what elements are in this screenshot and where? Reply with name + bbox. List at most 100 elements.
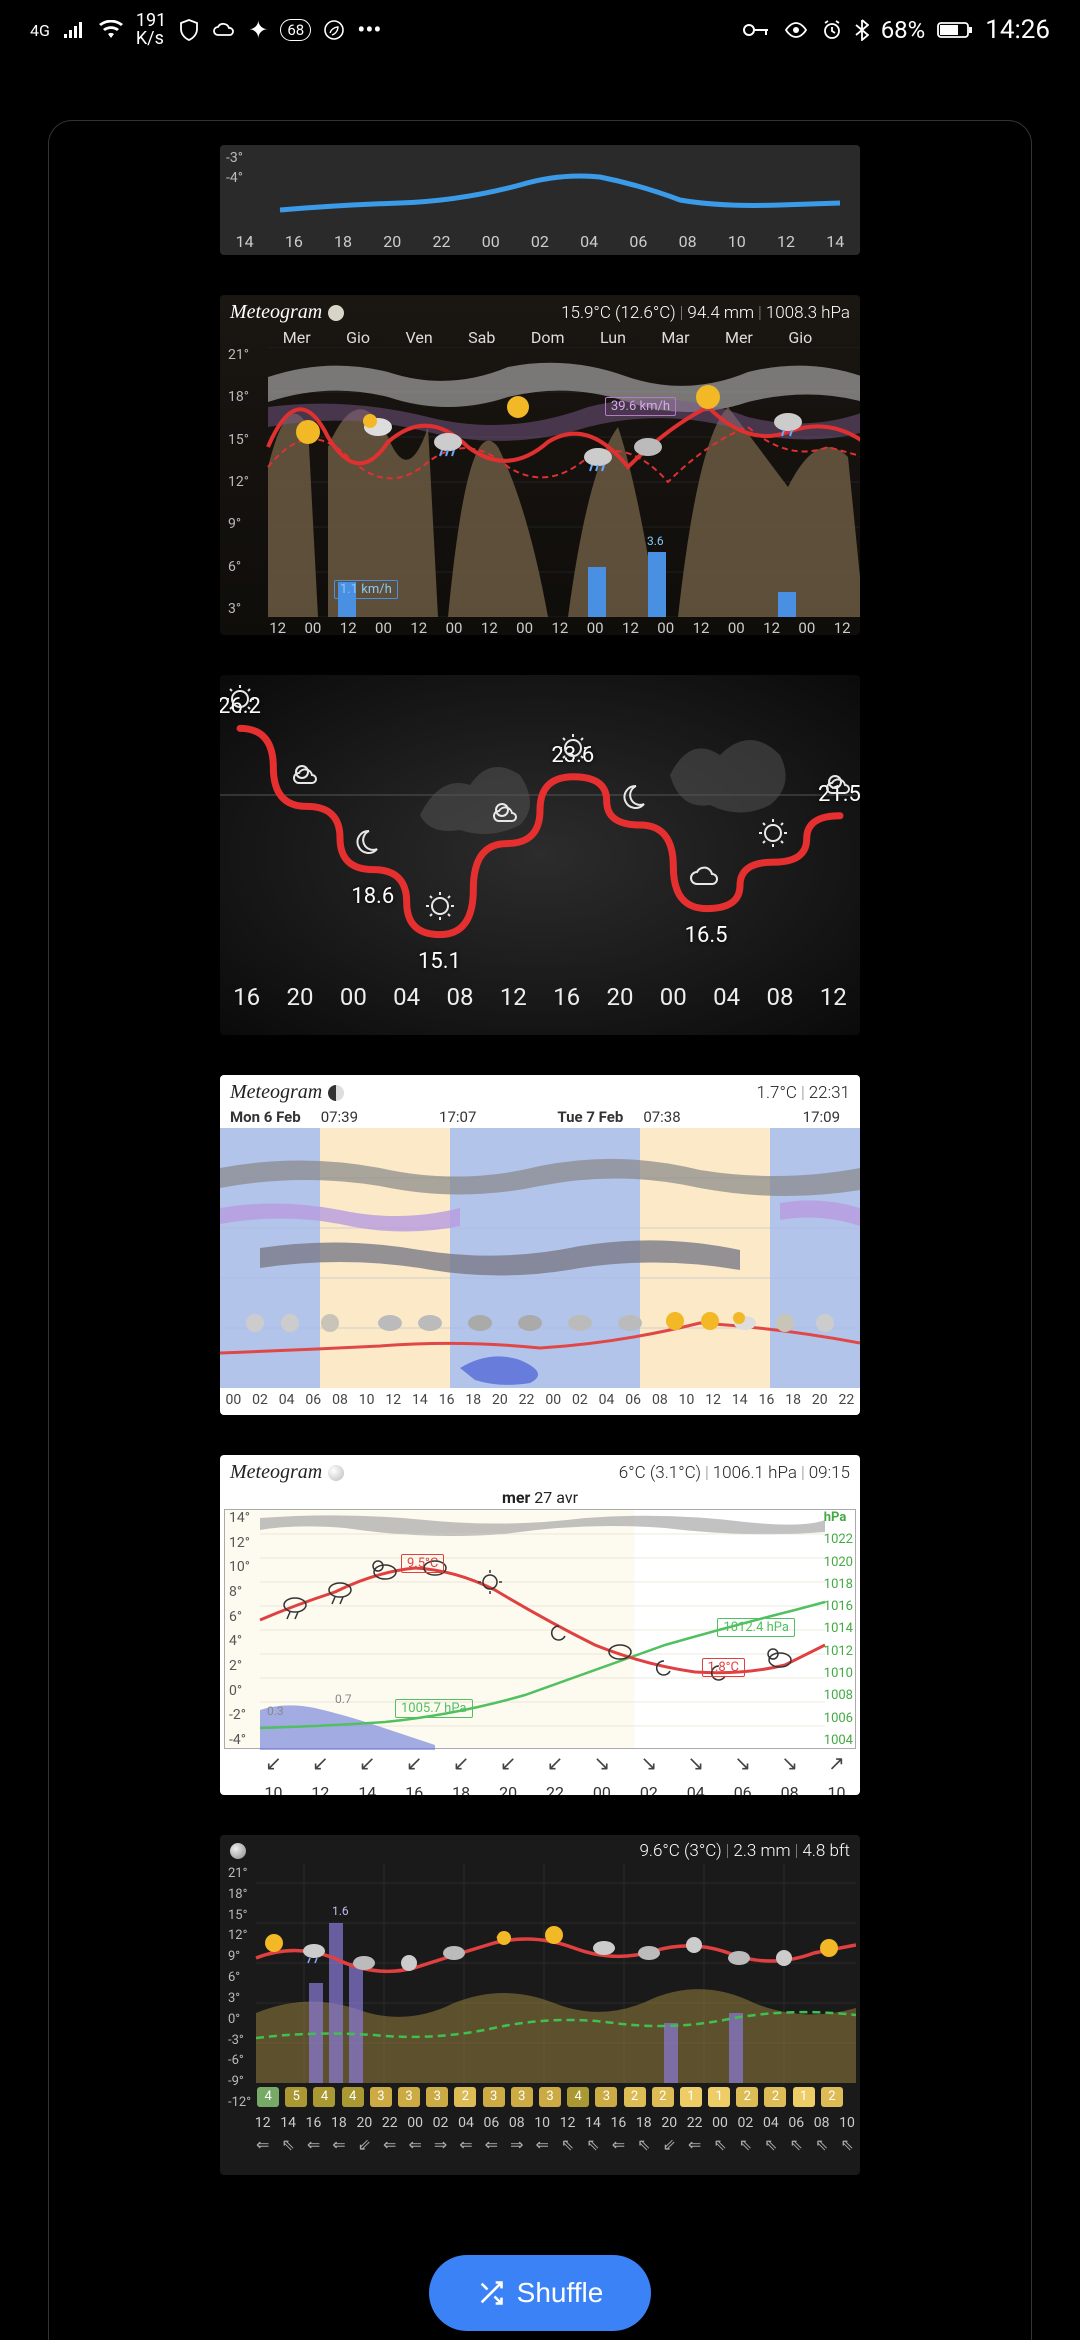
cloud-icon <box>690 863 724 897</box>
shuffle-icon <box>477 2279 505 2307</box>
chart-body: 26.218.615.123.616.521.5 <box>220 675 860 975</box>
x-axis-labels: 14161820220002040608101214 <box>220 232 860 251</box>
card-header: Meteogram 15.9°C (12.6°C)|94.4 mm|1008.3… <box>220 295 860 326</box>
widget-gallery[interactable]: -3° -4° 14161820220002040608101214 Meteo… <box>73 145 1007 2331</box>
card-title: Meteogram <box>230 301 344 324</box>
uv-cell: 3 <box>539 2087 561 2107</box>
card-header: 9.6°C (3°C)|2.3 mm|4.8 bft <box>220 1835 860 1863</box>
shuffle-button[interactable]: Shuffle <box>429 2255 652 2331</box>
leaf-icon <box>323 19 345 41</box>
uv-cell: 3 <box>370 2087 392 2107</box>
date-label: mer mer 27 avr27 avr <box>220 1486 860 1509</box>
uv-cell: 1 <box>680 2087 702 2107</box>
card-stats: 6°C (3.1°C)|1006.1 hPa|09:15 <box>619 1463 850 1483</box>
widget-preview-1[interactable]: Meteogram 15.9°C (12.6°C)|94.4 mm|1008.3… <box>220 295 860 635</box>
widget-preview-3[interactable]: Meteogram 1.7°C|22:31 Mon 6 Feb07:39 17:… <box>220 1075 860 1415</box>
app-container: -3° -4° 14161820220002040608101214 Meteo… <box>48 120 1032 2340</box>
card-stats: 9.6°C (3°C)|2.3 mm|4.8 bft <box>639 1841 850 1861</box>
uv-cell: 4 <box>567 2087 589 2107</box>
y-axis-labels-left: 14°12°10°8°6°4°2°0°-2°-4° <box>229 1510 250 1748</box>
alarm-icon <box>821 19 843 41</box>
bolt-icon: ✦ <box>248 16 268 44</box>
battery-percentage: 68% <box>881 16 926 44</box>
card-stats: 15.9°C (12.6°C)|94.4 mm|1008.3 hPa <box>561 303 850 323</box>
sun-cloud-icon <box>490 798 524 832</box>
sun-icon <box>556 731 590 765</box>
card-title: Meteogram <box>230 1461 344 1484</box>
clock-time: 14:26 <box>985 15 1050 45</box>
widget-preview-0[interactable]: -3° -4° 14161820220002040608101214 <box>220 145 860 255</box>
pressure-low-badge: 1005.7 hPa <box>395 1699 473 1718</box>
uv-cell: 3 <box>511 2087 533 2107</box>
moon-icon <box>230 1843 246 1859</box>
chart-body: 21°18°15°12°9°6°3°0°-3°-6°-9°-12° <box>224 1863 856 2113</box>
moon-icon <box>328 1085 344 1101</box>
widget-preview-2[interactable]: 26.218.615.123.616.521.5 162000040812162… <box>220 675 860 1035</box>
card-header: Meteogram 6°C (3.1°C)|1006.1 hPa|09:15 <box>220 1455 860 1486</box>
wind-arrows: ⇐⇖⇐⇐⇙⇐⇐⇒⇐⇐⇒⇐⇖⇖⇐⇖⇙⇐⇖⇖⇖⇖⇖⇖ <box>220 2133 860 2158</box>
x-axis-labels: 1200120012001200120012001200120012 <box>220 617 860 635</box>
status-bar: 4G 191K/s ✦ 68 ••• <box>0 0 1080 60</box>
uv-cell: 4 <box>257 2087 279 2107</box>
chart-body: 21°18°15°12°9°6°3° <box>224 347 856 617</box>
card-header: Meteogram 1.7°C|22:31 <box>220 1075 860 1106</box>
more-icon[interactable]: ••• <box>357 16 381 44</box>
widget-preview-5[interactable]: 9.6°C (3°C)|2.3 mm|4.8 bft 21°18°15°12°9… <box>220 1835 860 2175</box>
uv-cell: 3 <box>398 2087 420 2107</box>
sun-icon <box>756 816 790 850</box>
uv-cell: 2 <box>821 2087 843 2107</box>
uv-cell: 1 <box>793 2087 815 2107</box>
signal-icon <box>62 20 86 40</box>
y-axis-labels: 21°18°15°12°9°6°3° <box>228 347 249 617</box>
meteogram-chart <box>220 1128 860 1388</box>
temp-line-chart <box>220 165 860 225</box>
precip-label-2: 0.3 <box>267 1704 284 1718</box>
moon-icon <box>328 305 344 321</box>
moon-icon <box>356 824 390 858</box>
sun-icon <box>223 682 257 716</box>
meteogram-chart <box>228 347 860 617</box>
wind-badge: 39.6 km/h <box>605 397 676 416</box>
uv-cell: 2 <box>624 2087 646 2107</box>
detailed-chart: 1.6 <box>224 1863 856 2113</box>
status-left: 4G 191K/s ✦ 68 ••• <box>30 12 382 48</box>
eye-icon <box>783 21 809 39</box>
temp-value: 15.1 <box>418 949 461 974</box>
uv-cell: 4 <box>342 2087 364 2107</box>
sun-cloud-icon <box>290 760 324 794</box>
x-axis-labels: 162000040812162000040812 <box>220 975 860 1019</box>
cloud-icon <box>212 21 236 39</box>
chart-body <box>220 1128 860 1388</box>
sun-cloud-icon <box>823 770 857 804</box>
shuffle-label: Shuffle <box>517 2277 604 2309</box>
network-speed: 191K/s <box>136 12 166 48</box>
uv-cell: 3 <box>595 2087 617 2107</box>
temp-min-badge: 1.8°C <box>702 1658 745 1677</box>
y-axis-labels: 21°18°15°12°9°6°3°0°-3°-6°-9°-12° <box>228 1863 251 2113</box>
shield-icon <box>178 19 200 41</box>
x-axis-labels: 10121416182022000204060810 <box>220 1777 860 1795</box>
chart-body: 14°12°10°8°6°4°2°0°-2°-4° hPa10221020101… <box>224 1509 856 1749</box>
network-type-icon: 4G <box>30 21 50 40</box>
uv-cell: 2 <box>454 2087 476 2107</box>
status-right: 68% 14:26 <box>743 15 1050 45</box>
moon-icon <box>623 779 657 813</box>
widget-preview-4[interactable]: Meteogram 6°C (3.1°C)|1006.1 hPa|09:15 m… <box>220 1455 860 1795</box>
precip-label: 0.7 <box>335 1692 352 1706</box>
sun-icon <box>423 889 457 923</box>
day-labels: MerGioVenSabDomLunMarMerGio <box>220 326 860 347</box>
rain-badge: 1.1 km/h <box>334 580 398 599</box>
uv-cell: 5 <box>285 2087 307 2107</box>
day-labels: Mon 6 Feb07:39 17:07 Tue 7 Feb07:38 17:0… <box>220 1106 860 1128</box>
battery-icon <box>937 21 973 39</box>
wifi-icon <box>98 20 124 40</box>
temp-value: 18.6 <box>351 884 394 909</box>
uv-cell: 2 <box>736 2087 758 2107</box>
x-axis-labels: 1214161820220002040608101214161820220002… <box>220 2113 860 2133</box>
card-stats: 1.7°C|22:31 <box>757 1083 850 1103</box>
uv-cell: 3 <box>483 2087 505 2107</box>
moon-icon <box>328 1465 344 1481</box>
wind-arrows: ↙↙↙↙↙↙↙↘↘↘↘↘↗ <box>220 1749 860 1777</box>
uv-cell: 2 <box>764 2087 786 2107</box>
rain-max-label: 3.6 <box>642 533 669 549</box>
